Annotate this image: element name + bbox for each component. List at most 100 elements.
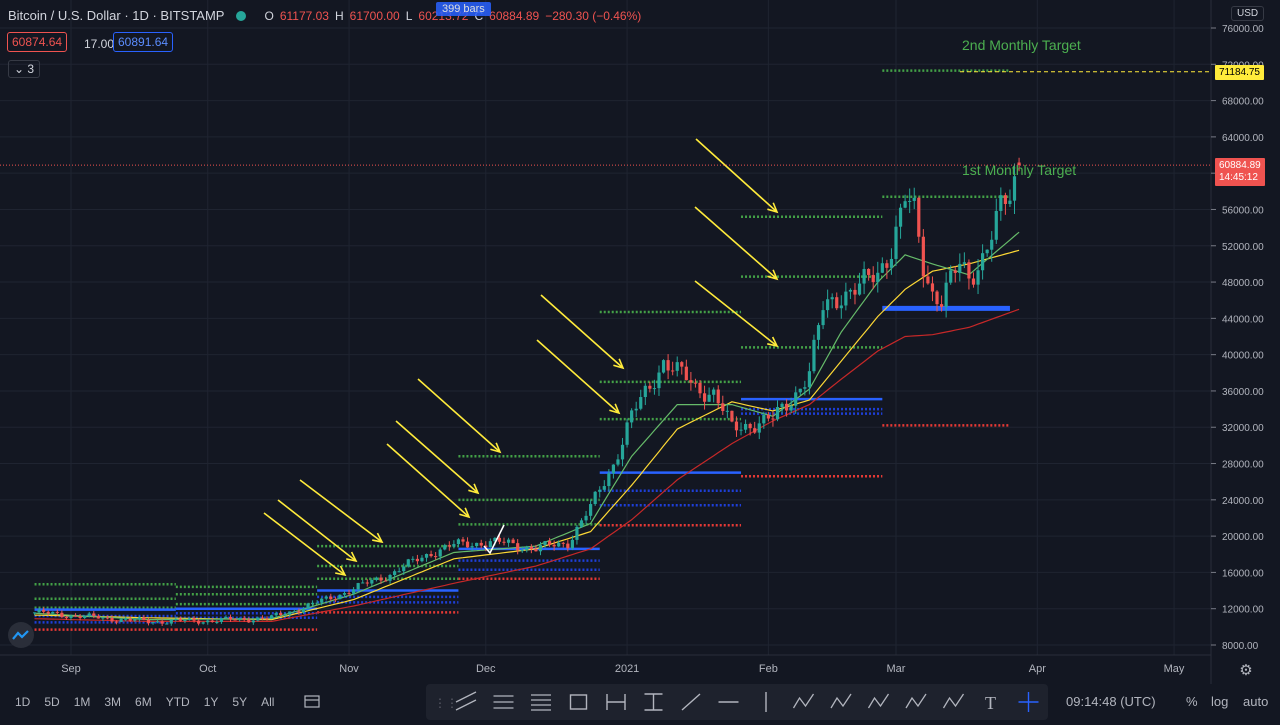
timeframe-ytd[interactable]: YTD: [165, 695, 190, 709]
candle-body: [630, 410, 634, 423]
auto-scale-toggle[interactable]: auto: [1243, 694, 1269, 709]
candle-body: [994, 210, 998, 240]
buy-price-button[interactable]: 60891.64: [113, 32, 174, 52]
candle-body: [156, 621, 160, 623]
rect: [569, 694, 588, 710]
candle-body: [406, 559, 410, 567]
yellow-arrow: [694, 280, 778, 347]
candle-body: [420, 557, 424, 562]
candle-body: [520, 550, 524, 552]
candle-body: [434, 556, 438, 558]
candle-body: [461, 539, 465, 542]
utc-clock[interactable]: 09:14:48 (UTC): [1066, 694, 1156, 709]
candle-body: [447, 545, 451, 547]
percent-scale-toggle[interactable]: %: [1186, 694, 1198, 709]
indicators-count: 3: [27, 62, 35, 76]
timeframe-3m[interactable]: 3M: [104, 695, 122, 709]
candle-body: [484, 545, 488, 548]
candle-body: [78, 616, 82, 618]
wave: [830, 693, 852, 709]
log-scale-toggle[interactable]: log: [1211, 694, 1229, 709]
time-axis: Sep Oct Nov Dec 2021 Feb Mar Apr May ⚙: [0, 654, 1253, 679]
elliott-wave-icon[interactable]: [867, 693, 890, 709]
time-tick-label: 2021: [615, 663, 639, 675]
price-tick-label: 8000.00: [1222, 641, 1259, 652]
timeframe-1y[interactable]: 1Y: [203, 695, 219, 709]
candle-body: [716, 389, 720, 404]
last-price-tag: 60884.89 14:45:12: [1215, 158, 1265, 186]
timeframe-all[interactable]: All: [261, 695, 275, 709]
candle-body: [616, 459, 620, 465]
indicators-toggle[interactable]: ⌄ 3: [8, 60, 41, 78]
yellow-arrow: [299, 479, 383, 543]
ohlc-close: 60884.89: [489, 8, 540, 23]
currency-label[interactable]: USD: [1231, 6, 1265, 21]
candle-body: [429, 554, 433, 557]
candle-body: [51, 611, 55, 614]
candle-body: [684, 366, 688, 381]
candle-body: [693, 382, 698, 384]
rectangle-icon[interactable]: [569, 694, 588, 710]
candle-body: [780, 403, 784, 408]
candle-body: [192, 618, 196, 621]
candle-body: [889, 258, 894, 268]
candle-body: [288, 611, 292, 615]
candle-body: [506, 539, 511, 543]
timeframe-5y[interactable]: 5Y: [232, 695, 248, 709]
crosshair-icon[interactable]: [1018, 692, 1039, 712]
price-tick-label: 44000.00: [1222, 314, 1264, 325]
abcd-pattern-icon[interactable]: [905, 693, 927, 709]
tradingview-logo-icon[interactable]: [8, 622, 34, 648]
parallel-channel-icon[interactable]: [493, 695, 514, 709]
date-range-icon[interactable]: [644, 693, 663, 711]
path-icon[interactable]: [792, 693, 815, 709]
candle-body: [543, 541, 547, 546]
visibility-icon[interactable]: [236, 10, 247, 21]
candle-body: [570, 539, 574, 549]
yellow-arrow: [694, 206, 778, 280]
candle-body: [247, 619, 251, 623]
candle-body: [329, 596, 333, 600]
candle-body: [579, 520, 584, 527]
bars-count-badge: 399 bars: [436, 2, 491, 16]
candle-body: [228, 617, 233, 620]
settings-gear-icon[interactable]: ⚙: [1239, 662, 1252, 679]
candle-body: [479, 542, 483, 546]
fib-retracement-icon[interactable]: [531, 694, 551, 711]
candle-body: [898, 207, 903, 227]
price-tick-label: 68000.00: [1222, 97, 1264, 108]
candle-body: [853, 289, 857, 295]
horizontal-range-icon[interactable]: [606, 694, 626, 710]
sell-price-button[interactable]: 60874.64: [7, 32, 68, 52]
candle-body: [775, 407, 780, 420]
time-tick-label: Feb: [759, 663, 778, 675]
candle-body: [283, 614, 287, 616]
candle-body: [301, 608, 306, 613]
text-tool-icon[interactable]: T: [985, 693, 996, 713]
pattern-icon[interactable]: [830, 693, 852, 709]
candle-body: [411, 558, 415, 560]
symbol-title[interactable]: Bitcoin / U.S. Dollar · 1D · BITSTAMP: [8, 8, 225, 23]
candle-body: [215, 621, 219, 623]
date-range-icon[interactable]: [304, 694, 321, 711]
candle-body: [871, 274, 875, 283]
timeframe-6m[interactable]: 6M: [135, 695, 152, 709]
timeframe-1m[interactable]: 1M: [73, 695, 91, 709]
timeframe-5d[interactable]: 5D: [44, 695, 60, 709]
time-tick-label: Oct: [199, 663, 216, 675]
timeframe-1d[interactable]: 1D: [15, 695, 31, 709]
candle-body: [383, 580, 388, 582]
candle-body: [197, 620, 201, 624]
trend-channel-icon[interactable]: [455, 691, 477, 711]
candle-body: [949, 270, 953, 283]
time-tick-label: Nov: [339, 663, 359, 675]
time-tick-label: Dec: [476, 663, 496, 675]
candle-body: [333, 599, 337, 601]
head-shoulders-icon[interactable]: [942, 693, 965, 709]
candle-body: [73, 615, 78, 617]
trend-line-icon[interactable]: [681, 693, 701, 711]
candle-body: [493, 537, 497, 542]
candle-body: [324, 596, 328, 599]
